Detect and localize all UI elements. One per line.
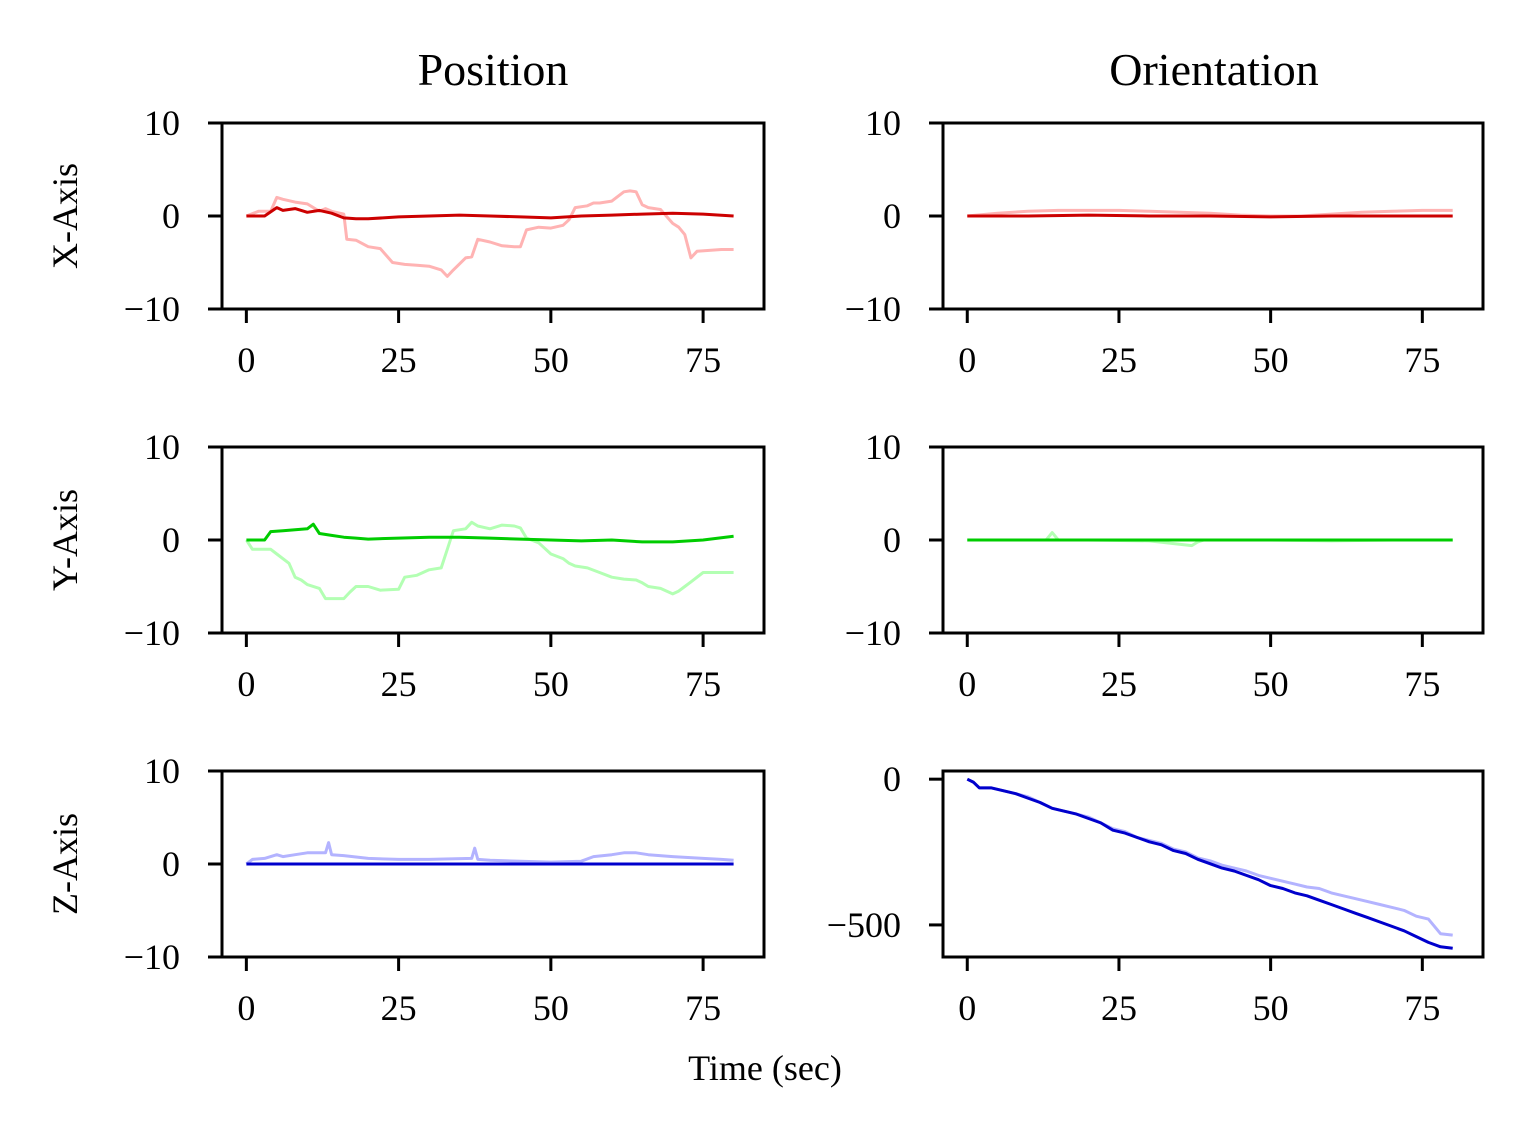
x-tick-label: 75 — [1404, 988, 1440, 1028]
column-title-orientation: Orientation — [1109, 44, 1319, 95]
y-tick-label: 10 — [144, 427, 180, 467]
series-line-dark — [967, 213, 1453, 219]
y-tick-label: −10 — [124, 613, 180, 653]
x-tick-label: 50 — [1253, 664, 1289, 704]
series-group — [967, 531, 1453, 548]
series-line-dark — [966, 777, 1453, 950]
x-tick-label: 50 — [533, 988, 569, 1028]
series-line-light — [967, 208, 1453, 218]
x-tick-label: 75 — [1404, 664, 1440, 704]
panel-position-y: 0 25 50 75 −10 0 10 — [124, 427, 766, 704]
x-tick-label: 25 — [381, 988, 417, 1028]
x-tick-label: 0 — [958, 340, 976, 380]
y-tick-label: −10 — [124, 937, 180, 977]
axes-frame — [941, 769, 1485, 959]
x-tick-label: 25 — [381, 340, 417, 380]
series-line-light — [245, 841, 734, 866]
row-label-y-axis: Y-Axis — [45, 489, 85, 591]
x-tick-label: 0 — [237, 664, 255, 704]
panel-position-z: 0 25 50 75 −10 0 10 — [124, 751, 766, 1028]
y-tick-label: 0 — [162, 520, 180, 560]
x-tick-label: 25 — [381, 664, 417, 704]
y-tick-label: 10 — [144, 103, 180, 143]
panel-orientation-x: 0 25 50 75 −10 0 10 — [845, 103, 1485, 380]
x-tick-label: 75 — [685, 988, 721, 1028]
series-group — [966, 777, 1453, 950]
y-tick-label: 10 — [144, 751, 180, 791]
series-group — [967, 208, 1453, 219]
y-tick-label: 10 — [865, 427, 901, 467]
x-tick-label: 25 — [1101, 988, 1137, 1028]
x-tick-label: 0 — [958, 988, 976, 1028]
column-title-position: Position — [418, 44, 569, 95]
y-tick-label: 10 — [865, 103, 901, 143]
y-tick-label: 0 — [162, 196, 180, 236]
x-tick-label: 75 — [685, 664, 721, 704]
x-tick-label: 25 — [1101, 340, 1137, 380]
y-tick-label: 0 — [883, 196, 901, 236]
x-tick-label: 0 — [237, 988, 255, 1028]
row-label-z-axis: Z-Axis — [45, 813, 85, 915]
panel-orientation-z: 0 25 50 75 −500 0 — [827, 759, 1485, 1028]
y-tick-label: 0 — [162, 844, 180, 884]
y-tick-label: −10 — [845, 613, 901, 653]
series-group — [245, 520, 734, 601]
series-line-light — [245, 189, 734, 278]
y-tick-label: −500 — [827, 905, 901, 945]
x-tick-label: 25 — [1101, 664, 1137, 704]
series-group — [245, 189, 734, 278]
y-tick-label: −10 — [124, 289, 180, 329]
series-line-dark — [246, 522, 734, 544]
panel-orientation-y: 0 25 50 75 −10 0 10 — [845, 427, 1485, 704]
panel-position-x: 0 25 50 75 −10 0 10 — [124, 103, 766, 380]
x-tick-label: 75 — [685, 340, 721, 380]
series-group — [245, 841, 734, 866]
x-tick-label: 50 — [1253, 340, 1289, 380]
y-tick-label: −10 — [845, 289, 901, 329]
x-tick-label: 50 — [533, 340, 569, 380]
x-tick-label: 0 — [958, 664, 976, 704]
x-axis-label: Time (sec) — [688, 1048, 842, 1088]
x-tick-label: 50 — [533, 664, 569, 704]
x-tick-label: 0 — [237, 340, 255, 380]
y-tick-label: 0 — [883, 520, 901, 560]
x-tick-label: 75 — [1404, 340, 1440, 380]
series-line-light — [245, 520, 734, 601]
series-line-dark — [246, 206, 734, 221]
x-tick-label: 50 — [1253, 988, 1289, 1028]
row-label-x-axis: X-Axis — [45, 163, 85, 269]
y-tick-label: 0 — [883, 759, 901, 799]
